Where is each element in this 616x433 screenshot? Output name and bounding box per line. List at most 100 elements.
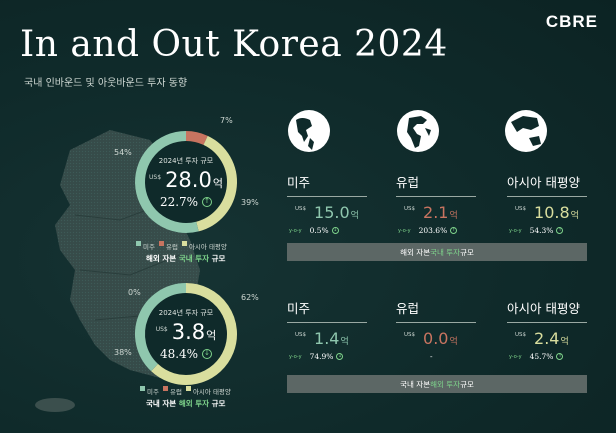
inbound-bar-pre: 해외 자본 xyxy=(400,247,431,257)
outbound-region-europe: 유럽 US$ 0.0 억 - xyxy=(396,298,476,361)
donut-background xyxy=(135,283,237,385)
down-arrow-icon: ↓ xyxy=(331,227,339,234)
inbound-donut-svg xyxy=(135,131,237,233)
inbound-asia-pct: 39% xyxy=(241,198,259,207)
inbound-region-europe: 유럽 US$ 2.1 억 y-o-y 203.6% ↑ xyxy=(396,172,476,235)
inbound-title-hl: 국내 투자 xyxy=(178,254,210,263)
region-name: 미주 xyxy=(287,301,311,316)
region-unit: 억 xyxy=(449,211,458,221)
donut-background xyxy=(135,131,237,233)
yoy-label: y-o-y xyxy=(289,227,302,234)
legend-europe: 유럽 xyxy=(165,243,178,251)
legend-swatch-europe-2 xyxy=(162,386,168,391)
inbound-growth: 22.7% xyxy=(159,194,199,209)
outbound-growth: 48.4% xyxy=(159,346,199,361)
divider xyxy=(396,322,476,323)
inbound-region-americas: 미주 US$ 15.0 억 y-o-y 0.5% ↓ xyxy=(287,172,367,235)
outbound-europe-pct: 0% xyxy=(128,288,141,297)
region-growth: 45.7% xyxy=(529,352,554,361)
legend-swatch-americas xyxy=(136,241,141,246)
divider xyxy=(507,196,587,197)
outbound-title-hl: 해외 투자 xyxy=(178,399,210,408)
outbound-region-asia: 아시아 태평양 US$ 2.4 억 y-o-y 45.7% ↑ xyxy=(507,298,587,361)
donut-slice-americas xyxy=(135,131,199,233)
outbound-section-bar: 국내 자본 해외 투자 규모 xyxy=(287,375,587,393)
outbound-title-pre: 국내 자본 xyxy=(146,399,179,408)
outbound-region-americas: 미주 US$ 1.4 억 y-o-y 74.9% ↓ xyxy=(287,298,367,361)
inbound-europe-pct: 7% xyxy=(220,116,233,125)
legend-swatch-europe xyxy=(158,241,164,246)
outbound-unit: 억 xyxy=(206,328,217,342)
up-arrow-icon: ↑ xyxy=(202,196,213,207)
region-unit: 억 xyxy=(350,211,359,221)
inbound-donut-center: 2024년 투자 규모 US$ 28.0 억 22.7% ↑ xyxy=(132,128,240,236)
legend-swatch-asia xyxy=(181,241,187,246)
inbound-center-label: 2024년 투자 규모 xyxy=(158,156,214,165)
yoy-label: y-o-y xyxy=(509,227,522,234)
yoy-label: y-o-y xyxy=(509,353,522,360)
region-value: 15.0 xyxy=(314,203,350,222)
donut-slice-asia xyxy=(196,135,237,232)
outbound-legend: 미주 유럽 아시아 태평양 xyxy=(140,386,231,396)
outbound-donut-center: 2024년 투자 규모 US$ 3.8 억 48.4% ↓ xyxy=(132,280,240,388)
inbound-americas-pct: 54% xyxy=(114,148,132,157)
asia-pacific-globe-icon xyxy=(505,110,547,152)
inbound-currency: US$ xyxy=(149,173,162,181)
region-growth: 54.3% xyxy=(529,226,554,235)
currency-label: US$ xyxy=(515,206,527,212)
inbound-total: 28.0 xyxy=(165,167,212,192)
inbound-title-pre: 해외 자본 xyxy=(146,254,179,263)
down-arrow-icon: ↓ xyxy=(336,353,344,360)
inbound-region-asia: 아시아 태평양 US$ 10.8 억 y-o-y 54.3% ↑ xyxy=(507,172,587,235)
legend-europe-2: 유럽 xyxy=(169,388,182,396)
up-arrow-icon: ↑ xyxy=(556,227,564,234)
outbound-donut-svg xyxy=(135,283,237,385)
inbound-legend: 미주 유럽 아시아 태평양 xyxy=(136,241,227,251)
inbound-chart-title: 해외 자본 국내 투자 규모 xyxy=(146,253,225,264)
americas-globe-icon xyxy=(288,110,330,152)
region-growth: - xyxy=(430,352,433,361)
region-name: 미주 xyxy=(287,175,311,190)
outbound-bar-hl: 해외 투자 xyxy=(430,379,461,389)
region-value: 2.1 xyxy=(423,203,449,222)
region-name: 유럽 xyxy=(396,175,420,190)
region-growth: 0.5% xyxy=(309,226,329,235)
region-unit: 억 xyxy=(340,337,349,347)
divider xyxy=(287,322,367,323)
donut-slice-asia xyxy=(151,283,237,385)
currency-label: US$ xyxy=(515,332,527,338)
down-arrow-icon: ↓ xyxy=(202,348,213,359)
donut-slice-europe xyxy=(185,131,208,146)
cbre-logo: CBRE xyxy=(545,12,598,31)
legend-americas-2: 미주 xyxy=(147,388,159,396)
region-name: 아시아 태평양 xyxy=(507,301,580,316)
legend-swatch-asia-2 xyxy=(185,386,191,391)
inbound-bar-post: 규모 xyxy=(460,247,474,257)
region-value: 0.0 xyxy=(423,329,449,348)
currency-label: US$ xyxy=(404,206,416,212)
outbound-asia-pct: 62% xyxy=(241,293,259,302)
legend-asia-2: 아시아 태평양 xyxy=(192,388,231,396)
up-arrow-icon: ↑ xyxy=(450,227,458,234)
region-value: 2.4 xyxy=(534,329,560,348)
currency-label: US$ xyxy=(404,332,416,338)
legend-asia: 아시아 태평양 xyxy=(188,243,227,251)
region-growth: 74.9% xyxy=(309,352,334,361)
outbound-title-post: 규모 xyxy=(209,399,226,408)
outbound-total: 3.8 xyxy=(171,319,206,344)
page-subtitle: 국내 인바운드 및 아웃바운드 투자 동향 xyxy=(24,78,188,89)
region-name: 유럽 xyxy=(396,301,420,316)
europe-africa-globe-icon xyxy=(397,110,439,152)
outbound-bar-pre: 국내 자본 xyxy=(400,379,431,389)
divider xyxy=(287,196,367,197)
divider xyxy=(507,322,587,323)
currency-label: US$ xyxy=(295,206,307,212)
outbound-currency: US$ xyxy=(155,325,168,333)
outbound-chart-title: 국내 자본 해외 투자 규모 xyxy=(146,398,225,409)
outbound-center-label: 2024년 투자 규모 xyxy=(158,308,214,317)
divider xyxy=(396,196,476,197)
region-name: 아시아 태평양 xyxy=(507,175,580,190)
yoy-label: y-o-y xyxy=(398,227,411,234)
up-arrow-icon: ↑ xyxy=(556,353,564,360)
